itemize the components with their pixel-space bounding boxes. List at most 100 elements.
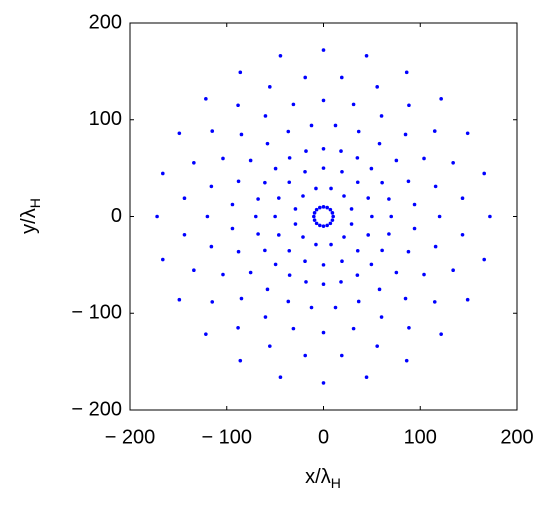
point (321, 166, 326, 170)
point (192, 268, 196, 272)
x-tick-label: 200 (500, 426, 533, 448)
point (278, 375, 283, 380)
point (230, 226, 235, 231)
point (329, 242, 333, 247)
point (268, 344, 272, 348)
point (370, 214, 374, 219)
point (422, 156, 426, 161)
point (356, 129, 361, 134)
point (339, 75, 344, 80)
point (304, 280, 308, 284)
point (314, 242, 318, 247)
point (366, 233, 370, 237)
point (287, 273, 292, 277)
point (432, 129, 437, 133)
point (303, 170, 307, 174)
point (277, 233, 281, 237)
point (465, 131, 470, 136)
y-axis-label-main: y/λ (18, 208, 40, 234)
point (422, 272, 426, 277)
point (221, 156, 225, 161)
point (321, 263, 326, 267)
y-axis-label: y/λH (18, 198, 42, 234)
point (236, 103, 240, 108)
point (339, 149, 343, 153)
point (339, 280, 343, 284)
point (380, 248, 384, 253)
y-axis-label-sub: H (27, 198, 43, 208)
point (482, 257, 487, 262)
point (314, 207, 319, 212)
point (406, 179, 411, 184)
point (278, 53, 283, 58)
point (293, 207, 298, 211)
point (355, 180, 360, 185)
point (309, 123, 314, 128)
point (330, 218, 335, 222)
point (380, 180, 384, 185)
point (340, 170, 344, 174)
point (355, 273, 360, 277)
point (355, 248, 360, 253)
point (204, 332, 208, 336)
point (342, 235, 346, 239)
point (253, 214, 258, 219)
point (293, 222, 298, 226)
point (331, 214, 335, 219)
point (192, 161, 196, 165)
point (340, 259, 344, 263)
y-tick-label: 100 (89, 108, 122, 130)
point (356, 299, 361, 304)
point (321, 205, 326, 209)
point (460, 196, 465, 201)
point (312, 211, 317, 215)
point (321, 224, 326, 228)
point (433, 244, 438, 249)
point (321, 48, 326, 52)
point (309, 305, 314, 310)
y-tick-label: − 100 (71, 302, 122, 324)
point (263, 315, 268, 319)
point (263, 248, 267, 253)
point (339, 353, 344, 358)
point (312, 214, 316, 219)
point (412, 226, 417, 231)
point (403, 132, 408, 137)
point (236, 249, 241, 254)
point (312, 218, 317, 222)
point (303, 259, 307, 263)
point (387, 232, 391, 236)
point (230, 202, 235, 207)
point (314, 186, 318, 191)
point (318, 205, 322, 210)
x-tick-label: − 100 (201, 426, 252, 448)
point (238, 358, 243, 363)
point (210, 129, 215, 133)
point (314, 221, 319, 226)
x-tick-label: 0 (318, 426, 329, 448)
y-tick-label: − 200 (71, 398, 122, 420)
point (407, 325, 411, 330)
point (303, 353, 308, 358)
point (291, 102, 296, 107)
point (407, 103, 411, 108)
point (349, 207, 354, 211)
point (387, 197, 391, 201)
point (238, 70, 243, 75)
point (351, 102, 356, 107)
point (437, 214, 442, 219)
point (364, 53, 369, 58)
point (256, 197, 260, 201)
point (375, 344, 379, 348)
point (248, 270, 253, 275)
point (375, 85, 379, 89)
point (369, 262, 374, 267)
point (351, 326, 356, 331)
x-tick-label: 100 (404, 426, 437, 448)
point (291, 326, 296, 331)
point (286, 129, 291, 134)
point (182, 232, 187, 237)
point (287, 180, 292, 185)
point (265, 287, 270, 292)
